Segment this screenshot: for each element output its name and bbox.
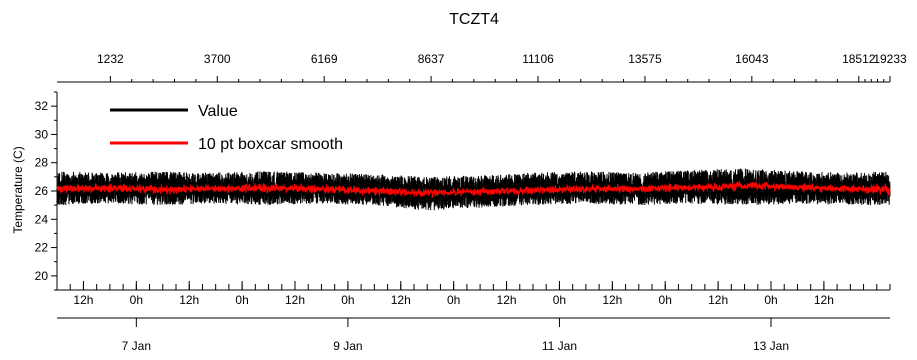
date-tick-label: 7 Jan xyxy=(122,339,151,353)
y-tick-label: 24 xyxy=(35,212,49,226)
date-axis: 7 Jan 9 Jan 11 Jan 13 Jan xyxy=(57,317,890,353)
y-tick-label: 28 xyxy=(35,156,49,170)
chart-title: TCZT4 xyxy=(449,11,499,28)
date-tick-label: 11 Jan xyxy=(542,339,577,353)
y-tick-label: 22 xyxy=(35,241,49,255)
y-axis-label: Temperature (C) xyxy=(11,146,25,233)
top-tick-label: 1232 xyxy=(97,52,124,66)
hour-tick-label: 0h xyxy=(447,293,460,307)
hour-tick-label: 0h xyxy=(130,293,143,307)
hour-tick-label: 0h xyxy=(764,293,777,307)
date-tick-label: 9 Jan xyxy=(333,339,362,353)
top-tick-label: 3700 xyxy=(204,52,231,66)
series-line-smooth xyxy=(56,180,891,198)
hour-tick-label: 0h xyxy=(235,293,248,307)
y-tick-label: 30 xyxy=(35,127,49,141)
top-tick-label: 18512 xyxy=(842,52,876,66)
y-tick-label: 20 xyxy=(35,269,49,283)
hour-tick-label: 12h xyxy=(73,293,93,307)
top-tick-label: 13575 xyxy=(628,52,662,66)
hour-tick-label: 12h xyxy=(497,293,517,307)
series-line-value xyxy=(56,168,891,211)
hour-tick-label: 12h xyxy=(391,293,411,307)
top-tick-label: 6169 xyxy=(311,52,338,66)
y-tick-label: 32 xyxy=(35,99,49,113)
bottom-axis: 12h 0h 12h 0h 12h 0h 12h 0h 12h 0h 12h 0h 12h 0h 12h xyxy=(56,281,891,307)
hour-tick-label: 12h xyxy=(602,293,622,307)
top-tick-label: 16043 xyxy=(735,52,769,66)
top-axis: 1232 3700 6169 8637 11106 13575 16043 185121923… xyxy=(57,52,907,83)
hour-tick-label: 0h xyxy=(659,293,672,307)
hour-tick-label: 12h xyxy=(708,293,728,307)
hour-tick-label: 0h xyxy=(341,293,354,307)
y-tick-label: 26 xyxy=(35,184,49,198)
top-tick-label: 11106 xyxy=(522,52,554,66)
y-axis: 20 22 24 26 28 30 32 xyxy=(35,91,58,291)
hour-tick-label: 0h xyxy=(553,293,566,307)
legend-item-smooth: 10 pt boxcar smooth xyxy=(110,136,343,153)
top-tick-label: 8637 xyxy=(418,52,445,66)
plot-area xyxy=(56,168,891,211)
legend-label-smooth: 10 pt boxcar smooth xyxy=(198,136,343,153)
hour-tick-label: 12h xyxy=(179,293,199,307)
legend: Value 10 pt boxcar smooth xyxy=(110,103,343,153)
legend-item-value: Value xyxy=(110,103,238,120)
hour-tick-label: 12h xyxy=(285,293,305,307)
hour-tick-label: 12h xyxy=(814,293,834,307)
top-tick-label: 19233 xyxy=(873,52,907,66)
legend-label-value: Value xyxy=(198,103,238,120)
date-tick-label: 13 Jan xyxy=(753,339,789,353)
